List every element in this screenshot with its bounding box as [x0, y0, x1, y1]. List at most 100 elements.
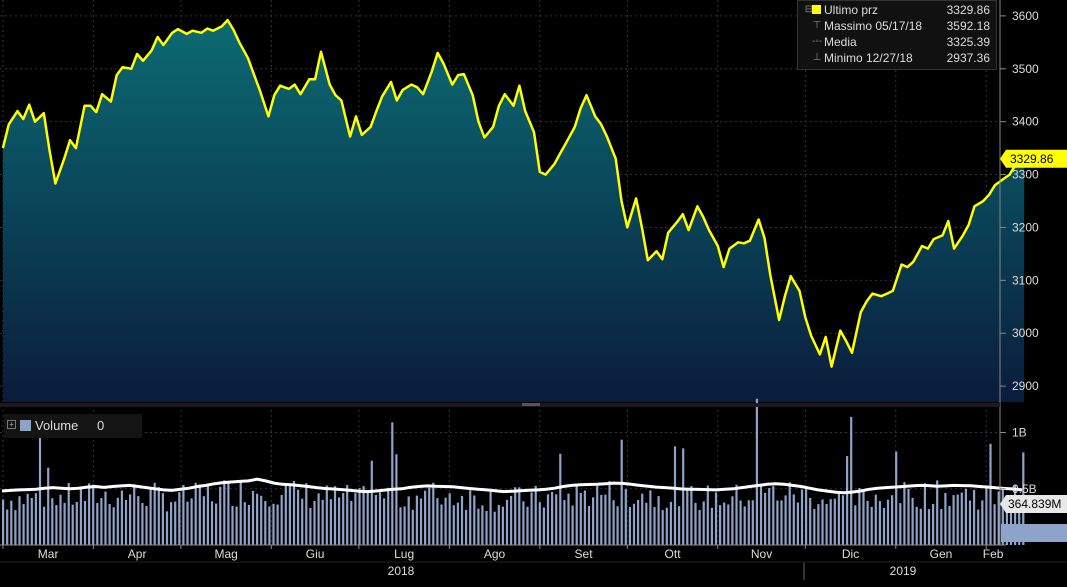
volume-bar [841, 495, 845, 545]
volume-bar [706, 485, 709, 545]
volume-bar [682, 448, 685, 545]
volume-bar [272, 503, 275, 545]
volume-bar [575, 484, 578, 545]
volume-bar [34, 493, 37, 545]
volume-bar [247, 504, 250, 545]
volume-bar [727, 504, 730, 545]
volume-bar [846, 456, 849, 545]
volume-bar [555, 494, 558, 545]
x-tick-label: Set [575, 547, 594, 561]
volume-bar [714, 492, 718, 545]
price-y-ticks: 3600 3500 3400 3300 3200 3100 3000 2900 3329.86 [1000, 9, 1067, 393]
volume-bar [43, 506, 46, 545]
volume-bar [395, 454, 398, 545]
volume-legend-label: Volume [35, 418, 79, 433]
volume-bar [977, 509, 980, 545]
volume-bar [624, 489, 627, 545]
volume-bar [993, 504, 996, 545]
last-volume-label: 364.839M [1008, 497, 1061, 511]
volume-bar [559, 453, 562, 545]
volume-bar [104, 491, 107, 545]
volume-bar [973, 489, 976, 545]
volume-bar [854, 505, 857, 545]
volume-bar [178, 492, 181, 545]
volume-bar [911, 497, 914, 545]
volume-bar [534, 485, 537, 545]
volume-bar [620, 439, 623, 545]
collapse-icon[interactable]: ⊟ [804, 4, 814, 15]
volume-bar [866, 500, 869, 545]
volume-bar [567, 493, 570, 545]
volume-bar [477, 508, 480, 545]
volume-bar [333, 486, 337, 545]
volume-bar [915, 506, 918, 545]
x-tick-label: Apr [128, 547, 147, 561]
volume-bar [501, 506, 504, 545]
volume-bar [452, 505, 455, 545]
expand-icon[interactable]: + [7, 420, 16, 429]
volume-bar [67, 482, 70, 545]
price-line [1, 18, 1025, 368]
volume-bar [387, 487, 390, 545]
volume-bar [772, 486, 775, 545]
y-tick-label: 3300 [1012, 168, 1039, 182]
volume-bar [874, 494, 877, 545]
volume-bar [18, 496, 21, 545]
volume-bar [858, 488, 861, 545]
volume-bar [223, 480, 226, 545]
legend-entry-last: ⊟ Ultimo prz 3329.86 [798, 2, 994, 18]
x-tick-label: Nov [751, 547, 772, 561]
volume-zero-badge [1001, 524, 1067, 542]
volume-bar [723, 502, 726, 545]
volume-bar [792, 494, 795, 545]
volume-bar [788, 482, 791, 545]
volume-bar [542, 507, 545, 545]
volume-bar [698, 509, 701, 545]
volume-bar [678, 506, 681, 545]
volume-bar [882, 507, 886, 545]
volume-bar [432, 482, 435, 545]
volume-bar [338, 497, 341, 545]
volume-bar [546, 494, 550, 545]
volume-bar [608, 481, 611, 545]
volume-bar [141, 503, 144, 545]
volume-bar [641, 493, 644, 545]
volume-bar [342, 493, 345, 545]
pane-divider [0, 403, 1000, 407]
divider-handle [522, 403, 540, 406]
volume-y-ticks: 1B0.5B0364.839M [1000, 426, 1067, 546]
volume-bar [47, 467, 50, 545]
volume-bar [833, 498, 836, 545]
volume-bar [297, 489, 300, 545]
volume-bar [100, 498, 103, 545]
volume-bar [997, 491, 1000, 545]
volume-square-icon [20, 420, 31, 431]
volume-bar [989, 443, 992, 545]
volume-bar [1005, 500, 1008, 545]
volume-bar [505, 499, 509, 545]
x-tick-label: Mag [214, 547, 237, 561]
volume-bar [329, 499, 332, 545]
volume-bar [899, 503, 902, 545]
volume-bar [170, 502, 173, 545]
volume-bar [968, 500, 972, 545]
volume-bar [6, 509, 9, 545]
volume-bar [948, 506, 951, 545]
volume-bar [587, 506, 591, 545]
volume-bar [231, 506, 234, 545]
x-tick-label: Feb [983, 547, 1004, 561]
volume-bar [358, 488, 361, 545]
volume-bar [276, 504, 279, 545]
volume-bar [583, 490, 586, 545]
volume-bar [378, 492, 382, 545]
mean-marker-icon: -◦- [811, 36, 823, 47]
volume-bar [436, 498, 439, 545]
volume-bar [59, 494, 62, 545]
volume-bar [940, 509, 943, 545]
volume-bar [796, 502, 799, 545]
volume-bar [612, 500, 615, 545]
volume-bar [669, 501, 672, 545]
volume-bar [731, 496, 734, 545]
x-tick-label: Mar [38, 547, 59, 561]
